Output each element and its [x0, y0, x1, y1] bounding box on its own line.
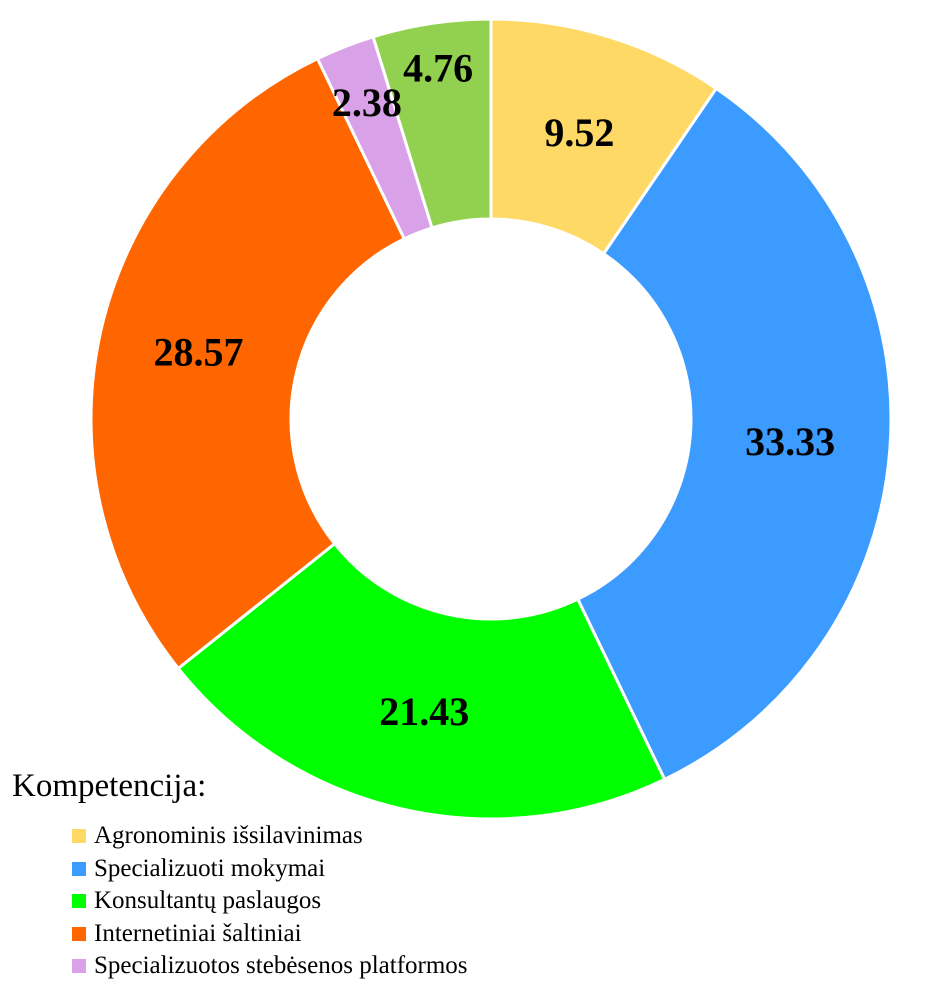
- legend-swatch: [72, 894, 86, 909]
- legend-item: Konsultantų paslaugos: [72, 885, 468, 918]
- slice-data-label: 9.52: [544, 110, 614, 155]
- slice-data-label: 2.38: [332, 80, 402, 125]
- legend-swatch: [72, 926, 86, 941]
- legend-item: Internetiniai šaltiniai: [72, 918, 468, 951]
- legend-label: Specializuotos stebėsenos platformos: [94, 952, 468, 980]
- donut-slice: [371, 17, 493, 230]
- legend-label: Specializuoti mokymai: [94, 854, 326, 882]
- legend-label: Agronominis išsilavinimas: [94, 822, 363, 850]
- donut-slice: [575, 86, 893, 782]
- legend-item: Agronominis išsilavinimas: [72, 820, 468, 853]
- donut-slice: [89, 56, 407, 671]
- legend-item: Specializuoti mokymai: [72, 853, 468, 886]
- slice-data-label: 28.57: [154, 330, 244, 375]
- legend: Kompetencija: Agronominis išsilavinimas S…: [12, 766, 468, 983]
- donut-slice: [176, 541, 667, 821]
- legend-swatch: [72, 829, 86, 844]
- slice-data-label: 21.43: [379, 689, 469, 734]
- slice-data-label: 4.76: [403, 45, 473, 90]
- legend-label: Internetiniai šaltiniai: [94, 919, 302, 947]
- legend-title: Kompetencija:: [12, 768, 207, 804]
- legend-swatch: [72, 861, 86, 876]
- slice-data-label: 33.33: [745, 419, 835, 464]
- legend-swatch: [72, 959, 86, 974]
- legend-label: Konsultantų paslaugos: [94, 887, 322, 915]
- legend-item: Specializuotos stebėsenos platformos: [72, 950, 468, 983]
- legend-items: Agronominis išsilavinimas Specializuoti m…: [72, 820, 468, 983]
